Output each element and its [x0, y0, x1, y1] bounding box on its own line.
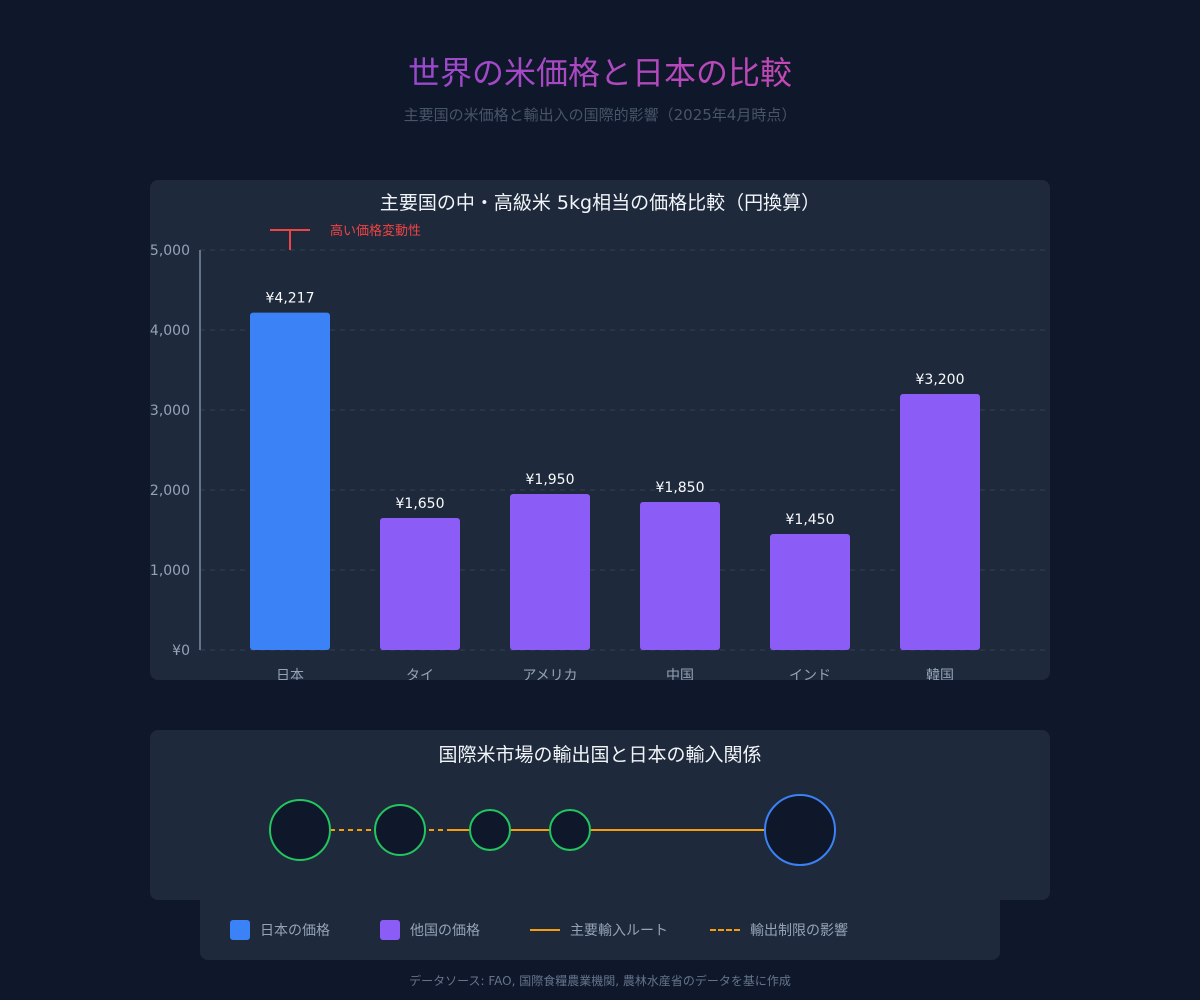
page-subtitle: 主要国の米価格と輸出入の国際的影響（2025年4月時点）: [403, 106, 797, 124]
top-cropped-labels: [0, 0, 1200, 4]
legend-label: 日本の価格: [260, 923, 330, 939]
legend-label: 他国の価格: [410, 923, 480, 939]
bar: [380, 518, 460, 650]
annotation-label: 高い価格変動性: [330, 223, 421, 239]
x-tick-label: 日本: [276, 668, 304, 680]
x-tick-label: アメリカ: [522, 668, 577, 680]
y-tick-label: ¥2,000: [150, 483, 190, 499]
network-title: 国際米市場の輸出国と日本の輸入関係: [438, 744, 762, 766]
japan-node: [764, 794, 836, 866]
trade-network-diagram: [269, 794, 836, 866]
y-tick-label: ¥0: [172, 643, 190, 659]
bar: [510, 494, 590, 650]
legend-swatch-japan: [230, 920, 250, 940]
legend-line-solid: [530, 929, 560, 931]
bar: [900, 394, 980, 650]
x-tick-label: 韓国: [926, 668, 954, 680]
exporter-node: [469, 809, 511, 851]
exporter-node: [374, 804, 426, 856]
bar: [770, 534, 850, 650]
legend-item-import-route: 主要輸入ルート: [530, 920, 668, 940]
bar-value-label: ¥1,950: [526, 472, 575, 488]
legend-label: 輸出制限の影響: [750, 923, 848, 939]
y-tick-label: ¥3,000: [150, 403, 190, 419]
exporter-node: [549, 809, 591, 851]
bar-value-label: ¥4,217: [266, 291, 315, 307]
x-tick-label: インド: [789, 668, 831, 680]
x-tick-label: タイ: [406, 668, 434, 680]
bar: [250, 312, 330, 650]
price-chart-panel: 主要国の中・高級米 5kg相当の価格比較（円換算） ¥0 ¥1,000 ¥2,000 ¥…: [150, 180, 1050, 680]
chart-title: 主要国の中・高級米 5kg相当の価格比較（円換算）: [380, 192, 820, 214]
bar-value-label: ¥3,200: [916, 372, 965, 388]
legend-item-others: 他国の価格: [380, 920, 480, 940]
y-tick-label: ¥5,000: [150, 243, 190, 259]
bar-value-label: ¥1,450: [786, 512, 835, 528]
trade-network-panel: 国際米市場の輸出国と日本の輸入関係: [150, 730, 1050, 900]
legend-label: 主要輸入ルート: [570, 923, 668, 939]
bar-value-label: ¥1,650: [396, 496, 445, 512]
legend-swatch-others: [380, 920, 400, 940]
y-tick-label: ¥4,000: [150, 323, 190, 339]
bar-value-label: ¥1,850: [656, 480, 705, 496]
data-source-note: データソース: FAO, 国際食糧農業機関, 農林水産省のデータを基に作成: [409, 974, 791, 988]
x-tick-label: 中国: [666, 668, 694, 680]
legend-line-dashed: [710, 929, 740, 931]
bar: [640, 502, 720, 650]
exporter-node: [269, 799, 331, 861]
legend-item-japan: 日本の価格: [230, 920, 330, 940]
price-bar-chart: 主要国の中・高級米 5kg相当の価格比較（円換算） ¥0 ¥1,000 ¥2,000 ¥…: [150, 192, 1045, 680]
legend: 日本の価格 他国の価格 主要輸入ルート 輸出制限の影響: [200, 900, 1000, 960]
y-tick-label: ¥1,000: [150, 563, 190, 579]
page-title: 世界の米価格と日本の比較: [0, 48, 1200, 94]
legend-item-export-restriction: 輸出制限の影響: [710, 920, 848, 940]
